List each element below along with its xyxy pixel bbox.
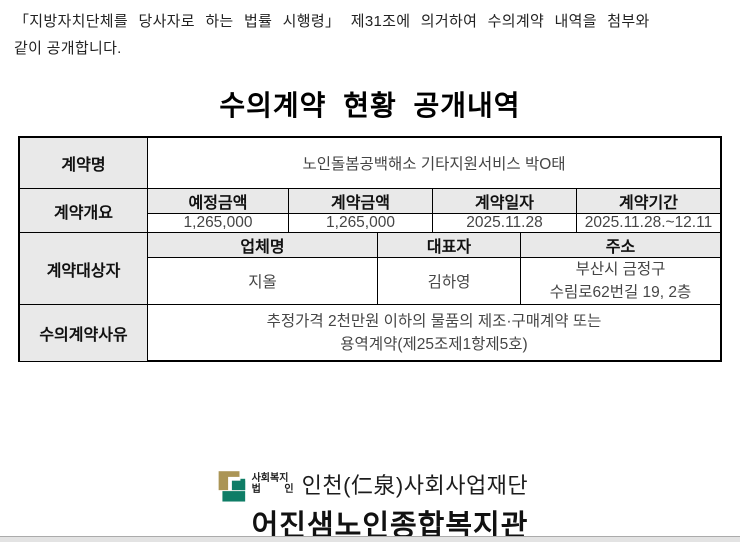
- intro-line-1: 「지방자치단체를 당사자로 하는 법률 시행령」 제31조에 의거하여 수의계약…: [14, 13, 650, 30]
- value-estimated-amount: 1,265,000: [183, 214, 253, 231]
- reason-line-1: 추정가격 2천만원 이하의 물품의 제조·구매계약 또는: [266, 312, 602, 330]
- party-header-row: 업체명 대표자 주소: [148, 233, 720, 258]
- footer-line-1: 사회복지 법 인 인천(仁泉)사회사업재단: [252, 468, 529, 500]
- party-label: 계약대상자: [20, 233, 148, 304]
- table-row-overview: 계약개요 예정금액 계약금액 계약일자 계약기간 1,265,000 1,265…: [20, 188, 720, 232]
- contract-name-value: 노인돌봄공백해소 기타지원서비스 박O태: [302, 156, 566, 173]
- party-value-row: 지올 김하영 부산시 금정구 수림로62번길 19, 2층: [148, 258, 720, 304]
- org-type-line-1: 사회복지: [251, 473, 289, 484]
- horizontal-scrollbar[interactable]: [0, 536, 740, 542]
- table-row-contract-name: 계약명 노인돌봄공백해소 기타지원서비스 박O태: [20, 138, 720, 188]
- foundation-logo-icon: [218, 471, 245, 502]
- contract-table: 계약명 노인돌봄공백해소 기타지원서비스 박O태 계약개요 예정금액 계약금액 …: [18, 136, 722, 362]
- header-contract-amount: 계약금액: [288, 189, 432, 213]
- address-line-1: 부산시 금정구: [575, 261, 666, 278]
- reason-line-2: 용역계약(제25조제1항제5호): [340, 335, 528, 353]
- table-row-party: 계약대상자 업체명 대표자 주소 지올 김하영 부산시 금정구 수림로62번길 …: [20, 232, 720, 304]
- overview-label: 계약개요: [20, 189, 148, 232]
- value-contract-period: 2025.11.28.~12.11: [576, 214, 720, 232]
- reason-label: 수의계약사유: [20, 305, 148, 361]
- header-address: 주소: [520, 233, 720, 257]
- org-type-line-2: 법 인: [251, 484, 294, 495]
- intro-line-2: 같이 공개합니다.: [14, 40, 122, 57]
- value-contract-date: 2025.11.28: [432, 214, 576, 232]
- reason-value: 추정가격 2천만원 이하의 물품의 제조·구매계약 또는 용역계약(제25조제1…: [148, 305, 720, 360]
- org-type-label: 사회복지 법 인: [252, 473, 294, 495]
- foundation-name: 인천(仁泉)사회사업재단: [301, 473, 529, 498]
- header-contract-period: 계약기간: [576, 189, 720, 213]
- table-row-reason: 수의계약사유 추정가격 2천만원 이하의 물품의 제조·구매계약 또는 용역계약…: [20, 304, 720, 361]
- intro-paragraph: 「지방자치단체를 당사자로 하는 법률 시행령」 제31조에 의거하여 수의계약…: [14, 8, 730, 62]
- header-representative: 대표자: [377, 233, 520, 257]
- page-title: 수의계약 현황 공개내역: [219, 90, 521, 121]
- value-representative: 김하영: [377, 258, 520, 304]
- contract-name-label: 계약명: [20, 138, 148, 188]
- header-estimated-amount: 예정금액: [148, 189, 288, 213]
- footer: 사회복지 법 인 인천(仁泉)사회사업재단 어진샘노인종합복지관: [0, 468, 740, 542]
- header-company-name: 업체명: [148, 233, 377, 257]
- address-line-2: 수림로62번길 19, 2층: [549, 284, 692, 301]
- overview-header-row: 예정금액 계약금액 계약일자 계약기간: [148, 189, 720, 214]
- value-contract-amount: 1,265,000: [288, 214, 432, 232]
- header-contract-date: 계약일자: [432, 189, 576, 213]
- value-company-name: 지올: [248, 274, 277, 291]
- value-address: 부산시 금정구 수림로62번길 19, 2층: [520, 258, 720, 304]
- overview-value-row: 1,265,000 1,265,000 2025.11.28 2025.11.2…: [148, 214, 720, 232]
